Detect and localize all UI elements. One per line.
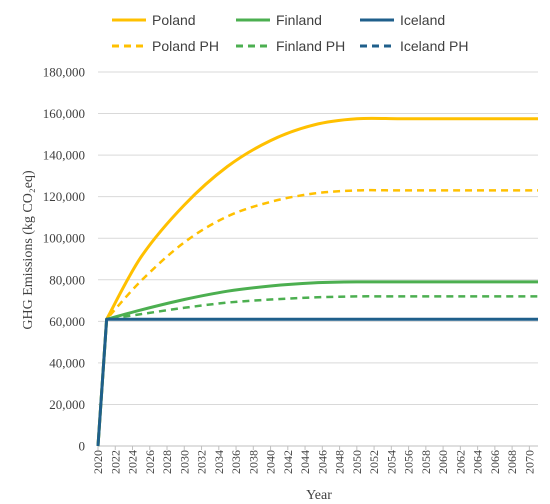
x-tick-label: 2036 [229, 450, 243, 474]
x-tick-label: 2038 [246, 450, 260, 474]
series-line-poland-ph [96, 188, 538, 447]
x-tick-label: 2064 [471, 450, 485, 474]
legend-label-finland: Finland [276, 12, 322, 28]
series-line-finland [96, 280, 538, 447]
x-tick-label: 2024 [126, 450, 140, 474]
x-tick-label: 2022 [108, 450, 122, 474]
legend-label-poland: Poland [152, 12, 196, 28]
legend-label-finland-ph: Finland PH [276, 38, 345, 54]
series-line-iceland [96, 317, 538, 447]
series-line-iceland-ph [96, 318, 538, 447]
x-tick-label: 2058 [419, 450, 433, 474]
y-tick-label: 120,000 [43, 189, 85, 204]
series-line-poland [96, 116, 538, 447]
x-tick-label: 2056 [402, 450, 416, 474]
y-axis-ticks: 0 20,000 40,000 60,000 80,000 100,000 120,000 1… [43, 65, 85, 454]
y-tick-label: 100,000 [43, 231, 85, 246]
x-tick-label: 2032 [195, 450, 209, 474]
x-axis-title: Year [306, 488, 332, 503]
x-tick-label: 2070 [522, 450, 536, 474]
x-tick-label: 2066 [488, 450, 502, 474]
x-tick-label: 2062 [453, 450, 467, 474]
series-lines [96, 116, 538, 447]
y-tick-label: 40,000 [49, 355, 85, 370]
x-tick-label: 2048 [333, 450, 347, 474]
legend: Poland Finland Iceland Poland PH Finland PH I… [112, 12, 468, 54]
x-tick-label: 2060 [436, 450, 450, 474]
y-tick-label: 180,000 [43, 65, 85, 80]
x-tick-label: 2030 [177, 450, 191, 474]
x-tick-label: 2050 [350, 450, 364, 474]
x-tick-label: 2026 [143, 450, 157, 474]
x-tick-label: 2040 [264, 450, 278, 474]
x-tick-label: 2052 [367, 450, 381, 474]
gridlines [98, 71, 538, 447]
y-tick-label: 160,000 [43, 106, 85, 121]
x-tick-label: 2068 [505, 450, 519, 474]
x-tick-label: 2046 [315, 450, 329, 474]
x-tick-label: 2034 [212, 450, 226, 474]
legend-label-poland-ph: Poland PH [152, 38, 219, 54]
x-tick-label: 2044 [298, 450, 312, 474]
legend-label-iceland: Iceland [400, 12, 445, 28]
x-tick-label: 2020 [91, 450, 105, 474]
y-tick-label: 60,000 [49, 314, 85, 329]
x-tick-label: 2054 [384, 450, 398, 474]
legend-label-iceland-ph: Iceland PH [400, 38, 468, 54]
y-tick-label: 80,000 [49, 272, 85, 287]
x-tick-label: 2028 [160, 450, 174, 474]
x-axis-ticks: 2020 2022 2024 2026 2028 2030 2032 2034 2036 2038… [91, 446, 536, 474]
y-tick-label: 0 [79, 439, 86, 454]
y-tick-label: 20,000 [49, 397, 85, 412]
y-tick-label: 140,000 [43, 148, 85, 163]
y-axis-title: GHG Emissions (kg CO₂eq) [21, 170, 36, 330]
x-tick-label: 2042 [281, 450, 295, 474]
